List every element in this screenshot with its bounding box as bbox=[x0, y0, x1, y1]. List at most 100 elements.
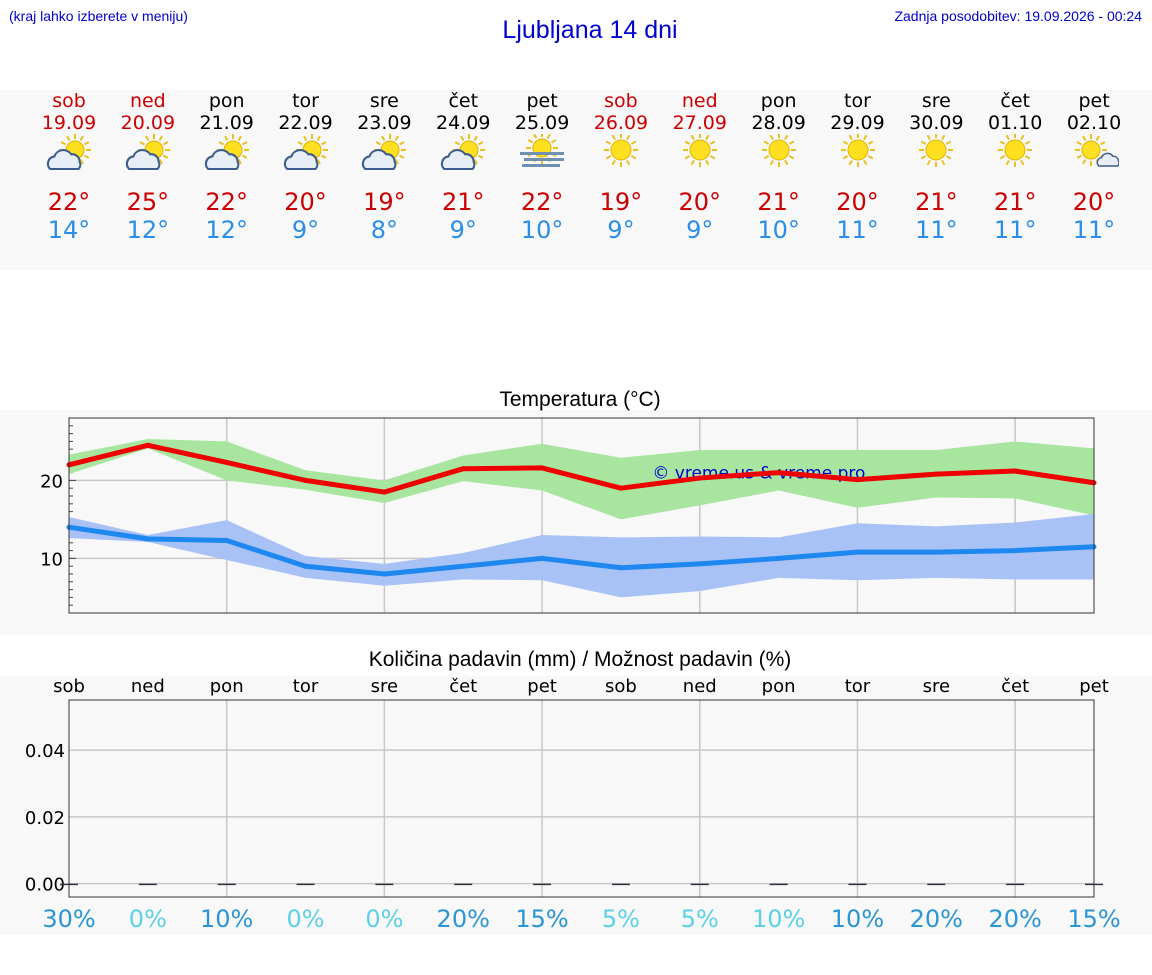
min-temperature-point bbox=[460, 563, 466, 569]
day-date: 22.09 bbox=[278, 112, 333, 134]
precipitation-probability: 30% bbox=[42, 905, 95, 933]
day-name: tor bbox=[844, 90, 871, 112]
day-name: ned bbox=[129, 90, 166, 112]
min-temperature-point bbox=[1012, 548, 1018, 554]
precipitation-bar bbox=[138, 883, 157, 886]
max-temperature-point bbox=[1012, 468, 1018, 474]
max-temperature: 25° bbox=[126, 188, 170, 216]
max-temperature-line bbox=[68, 442, 1095, 495]
day-label: ned bbox=[131, 676, 165, 697]
precipitation-bar bbox=[375, 883, 394, 886]
day-label: sre bbox=[371, 676, 398, 697]
precipitation-probability: 10% bbox=[752, 905, 805, 933]
precipitation-probability: 5% bbox=[602, 905, 640, 933]
daily-forecast-band bbox=[0, 90, 1152, 270]
day-label: čet bbox=[1001, 676, 1029, 697]
plot-frame bbox=[68, 417, 1095, 614]
sun-small-cloud-icon bbox=[1069, 134, 1120, 174]
day-column: sob 19.09 22° 14° bbox=[29, 90, 109, 260]
last-update: Zadnja posodobitev: 19.09.2026 - 00:24 bbox=[894, 8, 1142, 24]
day-date: 25.09 bbox=[514, 112, 570, 134]
precipitation-probability: 10% bbox=[831, 905, 884, 933]
precipitation-bar bbox=[454, 883, 473, 886]
max-temperature-point bbox=[224, 459, 230, 465]
day-column: sob 26.09 19° 9° bbox=[581, 90, 661, 260]
min-temperature: 14° bbox=[47, 216, 91, 244]
min-temperature: 12° bbox=[205, 216, 248, 244]
day-name: pon bbox=[760, 90, 797, 112]
precipitation-probability: 0% bbox=[365, 905, 403, 933]
sun-icon bbox=[833, 133, 883, 174]
day-name: čet bbox=[1000, 90, 1030, 112]
day-label: pon bbox=[762, 676, 796, 697]
precipitation-probability: 20% bbox=[437, 905, 490, 933]
min-temperature: 9° bbox=[449, 216, 477, 244]
max-temperature: 22° bbox=[47, 188, 91, 216]
min-temperature: 8° bbox=[370, 216, 399, 244]
day-name: pet bbox=[1078, 90, 1110, 112]
day-date: 29.09 bbox=[830, 112, 885, 134]
day-name: ned bbox=[681, 90, 718, 112]
day-date: 20.09 bbox=[120, 112, 176, 134]
min-temperature-point bbox=[224, 537, 230, 543]
day-label: sob bbox=[53, 676, 85, 697]
max-temperature-point bbox=[854, 477, 860, 483]
min-temperature: 11° bbox=[836, 216, 879, 244]
min-temperature-point bbox=[697, 561, 703, 567]
y-tick-label: 10 bbox=[40, 549, 63, 570]
min-temperature-point bbox=[381, 571, 387, 577]
min-temperature-range bbox=[69, 513, 1094, 598]
max-temperature: 22° bbox=[520, 188, 564, 216]
day-name: sob bbox=[604, 90, 638, 112]
max-temperature-point bbox=[145, 442, 151, 448]
plot-frame bbox=[68, 699, 1095, 898]
max-temperature: 21° bbox=[915, 188, 958, 216]
sun-cloud-icon bbox=[123, 134, 173, 174]
day-column: pet 25.09 22° 10° bbox=[502, 90, 582, 260]
plot-area bbox=[69, 700, 1094, 897]
max-temperature-point bbox=[303, 477, 309, 483]
min-temperature: 12° bbox=[126, 216, 170, 244]
precipitation-bar bbox=[611, 883, 630, 886]
max-temperature-point bbox=[460, 466, 466, 472]
sun-cloud-icon bbox=[202, 134, 252, 174]
sun-icon bbox=[911, 133, 961, 174]
min-temperature: 10° bbox=[757, 216, 800, 244]
max-temperature-point bbox=[776, 470, 782, 476]
max-temperature: 21° bbox=[993, 188, 1037, 216]
day-name: sob bbox=[52, 90, 86, 112]
day-date: 27.09 bbox=[672, 112, 727, 134]
sun-fog-icon bbox=[517, 132, 567, 174]
max-temperature: 19° bbox=[363, 188, 406, 216]
min-temperature: 10° bbox=[520, 216, 564, 244]
min-temperature: 9° bbox=[686, 216, 714, 244]
precipitation-chart: 0.00 0.02 0.04 sob 30% ned 0% pon 10% tor 0% sre 0% č… bbox=[25, 676, 1121, 933]
max-temperature: 19° bbox=[599, 188, 643, 216]
day-date: 30.09 bbox=[909, 112, 964, 134]
day-label: sob bbox=[605, 676, 637, 697]
temperature-chart-title: Temperatura (°C) bbox=[499, 388, 661, 411]
day-name: pet bbox=[526, 90, 558, 112]
day-column: čet 01.10 21° 11° bbox=[975, 90, 1055, 260]
day-name: sre bbox=[921, 90, 951, 112]
day-date: 21.09 bbox=[199, 112, 254, 134]
sun-icon bbox=[990, 133, 1040, 174]
precipitation-bar bbox=[690, 883, 709, 886]
day-label: sre bbox=[923, 676, 950, 697]
min-temperature: 11° bbox=[915, 216, 958, 244]
sun-icon bbox=[675, 133, 725, 174]
min-temperature: 11° bbox=[993, 216, 1037, 244]
day-name: tor bbox=[292, 90, 319, 112]
sun-cloud-icon bbox=[359, 134, 409, 174]
day-date: 24.09 bbox=[436, 112, 491, 134]
day-column: pet 02.10 20° 11° bbox=[1054, 90, 1134, 260]
day-date: 23.09 bbox=[357, 112, 412, 134]
max-temperature: 20° bbox=[836, 188, 879, 216]
y-tick-label: 0.00 bbox=[25, 875, 65, 896]
precipitation-probability: 15% bbox=[1067, 905, 1120, 933]
min-temperature-point bbox=[145, 536, 151, 542]
day-column: pon 28.09 21° 10° bbox=[739, 90, 819, 260]
min-temperature: 11° bbox=[1072, 216, 1116, 244]
max-temperature: 20° bbox=[1072, 188, 1116, 216]
